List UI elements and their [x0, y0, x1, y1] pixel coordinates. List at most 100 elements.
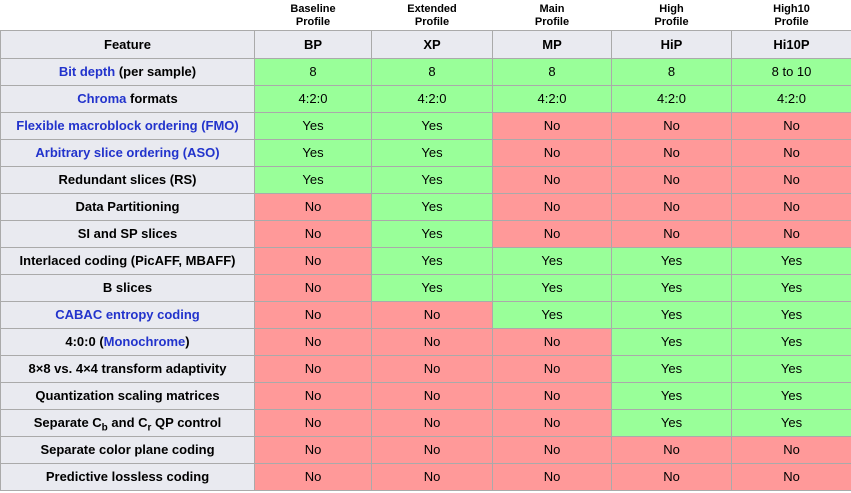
- value-cell-unsupported: No: [492, 435, 612, 464]
- profile-abbr-header: MP: [492, 29, 612, 59]
- value-cell-unsupported: No: [611, 435, 732, 464]
- feature-text: 8×8 vs. 4×4 transform adaptivity: [28, 361, 227, 376]
- value-cell-unsupported: No: [731, 435, 851, 464]
- value-cell-supported: 4:2:0: [492, 84, 612, 113]
- value-cell-unsupported: No: [492, 462, 612, 491]
- table-row: Predictive lossless coding No No No No No: [0, 462, 851, 491]
- value-cell-unsupported: No: [611, 462, 732, 491]
- feature-cell: Predictive lossless coding: [0, 462, 255, 491]
- table-row: 4:0:0 (Monochrome) No No No Yes Yes: [0, 327, 851, 356]
- labels-row-spacer: [1, 0, 255, 30]
- value-cell-supported: 4:2:0: [254, 84, 372, 113]
- feature-cell: B slices: [0, 273, 255, 302]
- table-row: Separate Cb and Cr QP control No No No Yes Ye…: [0, 408, 851, 437]
- value-cell-unsupported: No: [254, 273, 372, 302]
- value-cell-unsupported: No: [254, 246, 372, 275]
- value-cell-supported: Yes: [371, 111, 493, 140]
- value-cell-supported: 8: [254, 57, 372, 86]
- feature-link[interactable]: Bit depth: [58, 64, 116, 79]
- value-cell-supported: Yes: [371, 246, 493, 275]
- feature-text: Interlaced coding (PicAFF, MBAFF): [19, 253, 236, 268]
- feature-link[interactable]: Flexible macroblock ordering (FMO): [16, 118, 239, 133]
- feature-text: Separate color plane coding: [40, 442, 215, 457]
- value-cell-supported: Yes: [731, 273, 851, 302]
- feature-cell: SI and SP slices: [0, 219, 255, 248]
- profile-label: High Profile: [654, 2, 689, 28]
- feature-text: (per sample): [115, 64, 197, 79]
- feature-cell: 8×8 vs. 4×4 transform adaptivity: [0, 354, 255, 383]
- value-cell-unsupported: No: [611, 138, 732, 167]
- value-cell-unsupported: No: [371, 408, 493, 437]
- table-row: Redundant slices (RS) Yes Yes No No No: [0, 165, 851, 194]
- value-cell-unsupported: No: [371, 354, 493, 383]
- value-cell-unsupported: No: [371, 462, 493, 491]
- value-cell-unsupported: No: [731, 111, 851, 140]
- table-row: Chroma formats 4:2:0 4:2:0 4:2:0 4:2:0 4:2:0: [0, 84, 851, 113]
- value-cell-unsupported: No: [254, 327, 372, 356]
- value-cell-unsupported: No: [492, 408, 612, 437]
- value-cell-unsupported: No: [731, 219, 851, 248]
- feature-cell: 4:0:0 (Monochrome): [0, 327, 255, 356]
- profile-label: Extended Profile: [407, 2, 457, 28]
- feature-link[interactable]: Chroma: [77, 91, 127, 106]
- feature-subscript: r: [147, 422, 152, 434]
- value-cell-unsupported: No: [371, 300, 493, 329]
- value-cell-supported: Yes: [731, 246, 851, 275]
- table-row: Flexible macroblock ordering (FMO) Yes Yes…: [0, 111, 851, 140]
- feature-text: formats: [126, 91, 178, 106]
- value-cell-unsupported: No: [611, 111, 732, 140]
- feature-cell: Separate color plane coding: [0, 435, 255, 464]
- value-cell-supported: Yes: [611, 300, 732, 329]
- feature-link[interactable]: CABAC entropy coding: [55, 307, 200, 322]
- value-cell-supported: Yes: [371, 138, 493, 167]
- value-cell-supported: 8: [611, 57, 732, 86]
- value-cell-unsupported: No: [492, 192, 612, 221]
- profile-label: High10 Profile: [773, 2, 810, 28]
- feature-link[interactable]: Monochrome: [103, 334, 186, 349]
- value-cell-supported: 8: [371, 57, 493, 86]
- table-row: Interlaced coding (PicAFF, MBAFF) No Yes Ye…: [0, 246, 851, 275]
- value-cell-unsupported: No: [254, 462, 372, 491]
- profile-abbr-header: XP: [371, 29, 493, 59]
- feature-text: Separate C: [33, 415, 102, 430]
- table-row: Data Partitioning No Yes No No No: [0, 192, 851, 221]
- value-cell-supported: Yes: [371, 219, 493, 248]
- feature-link[interactable]: Arbitrary slice ordering (ASO): [35, 145, 220, 160]
- value-cell-supported: 8 to 10: [731, 57, 851, 86]
- feature-text: and C: [107, 415, 148, 430]
- feature-text: Predictive lossless coding: [45, 469, 210, 484]
- value-cell-supported: Yes: [731, 327, 851, 356]
- feature-text: Quantization scaling matrices: [35, 388, 220, 403]
- value-cell-unsupported: No: [254, 381, 372, 410]
- value-cell-unsupported: No: [611, 192, 732, 221]
- value-cell-unsupported: No: [731, 192, 851, 221]
- value-cell-unsupported: No: [371, 381, 493, 410]
- value-cell-unsupported: No: [731, 165, 851, 194]
- feature-cell: Interlaced coding (PicAFF, MBAFF): [0, 246, 255, 275]
- value-cell-unsupported: No: [492, 111, 612, 140]
- value-cell-unsupported: No: [731, 462, 851, 491]
- value-cell-supported: Yes: [492, 273, 612, 302]
- table-row: Bit depth (per sample) 8 8 8 8 8 to 10: [0, 57, 851, 86]
- table-row: Separate color plane coding No No No No No: [0, 435, 851, 464]
- feature-text: ): [185, 334, 190, 349]
- value-cell-unsupported: No: [254, 219, 372, 248]
- value-cell-supported: 8: [492, 57, 612, 86]
- value-cell-unsupported: No: [254, 192, 372, 221]
- value-cell-unsupported: No: [492, 165, 612, 194]
- value-cell-supported: Yes: [731, 408, 851, 437]
- value-cell-unsupported: No: [371, 435, 493, 464]
- table-row: Arbitrary slice ordering (ASO) Yes Yes No No…: [0, 138, 851, 167]
- table-row: B slices No Yes Yes Yes Yes: [0, 273, 851, 302]
- value-cell-unsupported: No: [611, 219, 732, 248]
- value-cell-supported: Yes: [371, 273, 493, 302]
- feature-text: B slices: [102, 280, 153, 295]
- value-cell-unsupported: No: [254, 408, 372, 437]
- table-row: 8×8 vs. 4×4 transform adaptivity No No No Ye…: [0, 354, 851, 383]
- value-cell-unsupported: No: [371, 327, 493, 356]
- value-cell-unsupported: No: [731, 138, 851, 167]
- feature-subscript: b: [101, 422, 108, 434]
- value-cell-supported: Yes: [611, 408, 732, 437]
- feature-cell: Arbitrary slice ordering (ASO): [0, 138, 255, 167]
- feature-cell: Quantization scaling matrices: [0, 381, 255, 410]
